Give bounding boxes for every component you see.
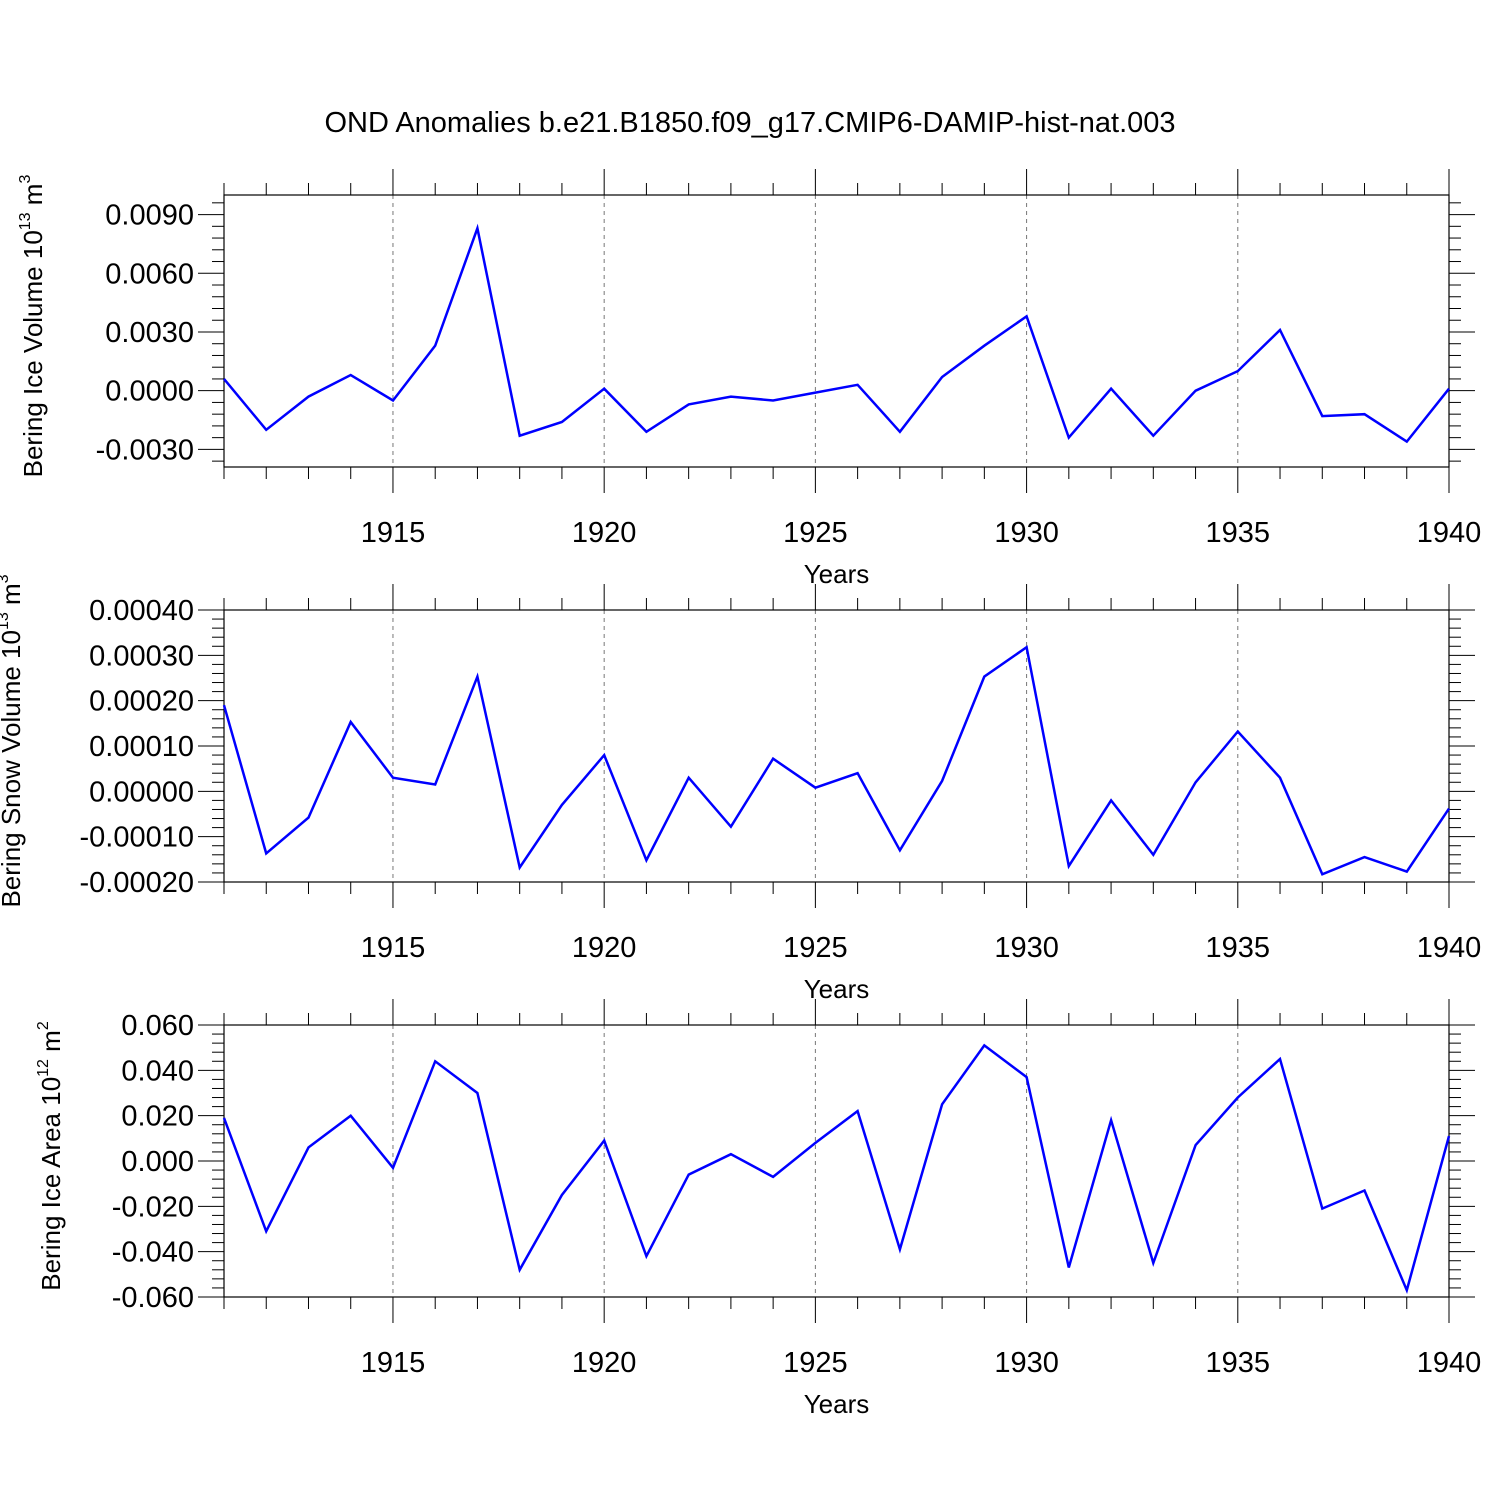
y-tick-label: 0.00020 (89, 686, 194, 718)
x-tick-label-1935: 1935 (1206, 517, 1271, 549)
x-tick-label-1930: 1930 (994, 517, 1059, 549)
y-tick-label: -0.060 (112, 1282, 194, 1314)
chart-title: OND Anomalies b.e21.B1850.f09_g17.CMIP6-… (324, 107, 1175, 139)
x-tick-label-1930: 1930 (994, 932, 1059, 964)
x-tick-label-1920: 1920 (572, 932, 637, 964)
y-tick-label: 0.040 (121, 1055, 194, 1087)
y-tick-label: 0.060 (121, 1010, 194, 1042)
x-tick-label-1925: 1925 (783, 932, 848, 964)
x-tick-label-1915: 1915 (361, 517, 426, 549)
y-tick-label: 0.00040 (89, 595, 194, 627)
x-tick-label-1930: 1930 (994, 1347, 1059, 1379)
x-tick-label-1920: 1920 (572, 517, 637, 549)
y-tick-label: -0.00020 (80, 867, 195, 899)
y-tick-label: 0.00000 (89, 776, 194, 808)
y-tick-label: 0.00010 (89, 731, 194, 763)
panel-snow-volume: 1915 1920 1925 1930 1935 1940 Years -0.00020 -0.… (0, 574, 1481, 1004)
plot-frame (223, 609, 1450, 883)
plot-frame (223, 1024, 1450, 1298)
y-axis-label: Bering Ice Area 1012 m2 (35, 1021, 66, 1291)
series-line-ice-volume (223, 223, 1450, 444)
y-axis-label: Bering Ice Volume 1013 m3 (17, 175, 48, 478)
y-tick-label: -0.020 (112, 1191, 194, 1223)
x-axis-label: Years (804, 559, 870, 589)
y-tick-label: 0.000 (121, 1146, 194, 1178)
panel-ice-area: 1915 1920 1925 1930 1935 1940 Years -0.060 -0.04… (35, 999, 1481, 1419)
series-line-snow-volume (222, 645, 1451, 876)
x-tick-label-1940: 1940 (1417, 1347, 1482, 1379)
x-tick-label-1925: 1925 (783, 1347, 848, 1379)
x-tick-label-1915: 1915 (361, 1347, 426, 1379)
y-tick-label: 0.020 (121, 1101, 194, 1133)
y-tick-label: 0.0030 (105, 317, 194, 349)
x-tick-label-1935: 1935 (1206, 1347, 1271, 1379)
y-tick-label: -0.040 (112, 1237, 194, 1269)
y-tick-label: -0.00010 (80, 822, 195, 854)
y-tick-label: 0.00030 (89, 640, 194, 672)
x-tick-label-1935: 1935 (1206, 932, 1271, 964)
x-axis-label: Years (804, 974, 870, 1004)
series-line-ice-area (222, 1043, 1451, 1295)
x-axis-label: Years (804, 1389, 870, 1419)
x-tick-label-1940: 1940 (1417, 517, 1482, 549)
x-tick-label-1915: 1915 (361, 932, 426, 964)
x-tick-label-1940: 1940 (1417, 932, 1482, 964)
y-tick-label: 0.0090 (105, 200, 194, 232)
plot-frame (223, 194, 1450, 468)
x-tick-label-1925: 1925 (783, 517, 848, 549)
chart-panels: 1915 1920 1925 1930 1935 1940 Years -0.0030 0.00… (0, 169, 1481, 1419)
panel-ice-volume: 1915 1920 1925 1930 1935 1940 Years -0.0030 0.00… (17, 169, 1481, 589)
y-tick-label: 0.0060 (105, 258, 194, 290)
y-tick-label: 0.0000 (105, 376, 194, 408)
y-tick-label: -0.0030 (96, 434, 194, 466)
x-tick-label-1920: 1920 (572, 1347, 637, 1379)
y-axis-label: Bering Snow Volume 1013 m3 (0, 574, 26, 907)
